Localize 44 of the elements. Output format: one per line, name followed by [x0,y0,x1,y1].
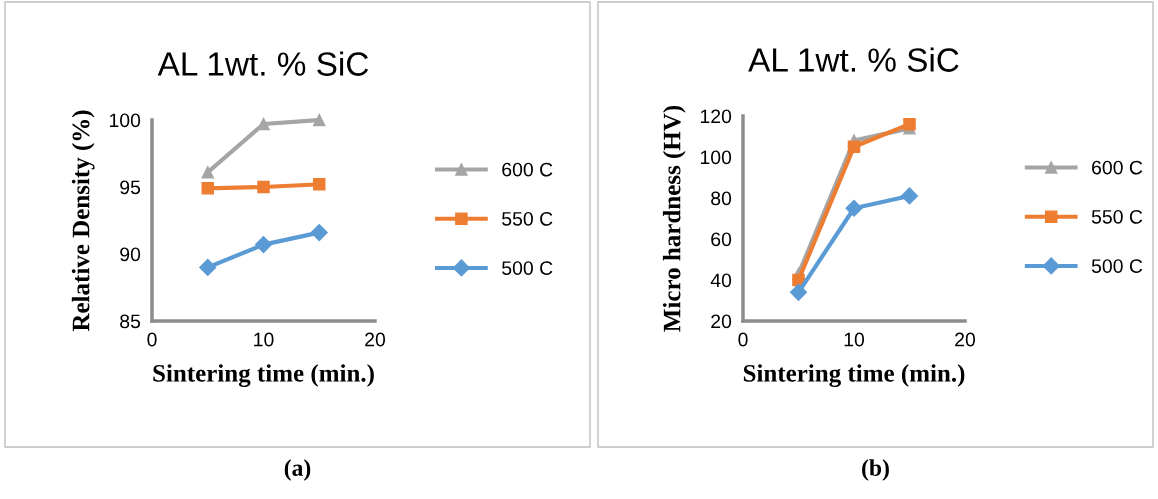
x-tick-label: 20 [955,332,976,347]
point [789,283,808,301]
text: (b) [862,459,889,481]
point [257,117,270,131]
point [900,187,919,205]
y-axis-title: Relative Density (%) [71,110,95,332]
point [201,166,215,179]
x-axis-title: Sintering time (min.) [153,364,374,387]
y-tick-label: 90 [120,247,141,262]
y-tick-label: 100 [700,150,732,165]
y-tick-label: 100 [109,113,141,128]
x-axis-title: Sintering time (min.) [743,364,965,387]
point [199,258,217,276]
y-tick-label: 95 [120,180,141,195]
text: (a) [284,459,311,481]
chart-title: AL 1wt. % SiC [748,47,959,72]
point [201,182,215,195]
y-tick-label: 60 [711,232,732,247]
point [903,117,916,131]
y-axis-title: Micro hardness (HV) [662,105,686,332]
y-tick-label: 20 [711,314,732,329]
x-tick-label: 0 [738,332,748,347]
chart-title: AL 1wt. % SiC [157,51,369,76]
point [312,113,326,127]
y-tick-label: 85 [120,314,141,329]
point [312,178,326,191]
x-tick-label: 10 [844,332,865,347]
y-tick-label: 40 [710,273,732,288]
x-tick-label: 10 [254,332,274,347]
legend-label: 600 C [1092,160,1143,175]
y-tick-label: 120 [700,109,732,124]
point [847,140,861,154]
x-tick-label: 20 [365,332,386,347]
legend-label: 500 C [1091,259,1143,273]
point [845,199,863,217]
x-tick-label: 0 [147,332,157,347]
y-tick-label: 80 [711,191,732,206]
point [254,236,273,254]
legend-label: 600 C [502,162,553,177]
legend-label: 550 C [1091,209,1143,224]
legend-label: 550 C [502,211,553,226]
point [310,224,328,242]
point [257,180,270,194]
legend-label: 500 C [502,261,553,275]
